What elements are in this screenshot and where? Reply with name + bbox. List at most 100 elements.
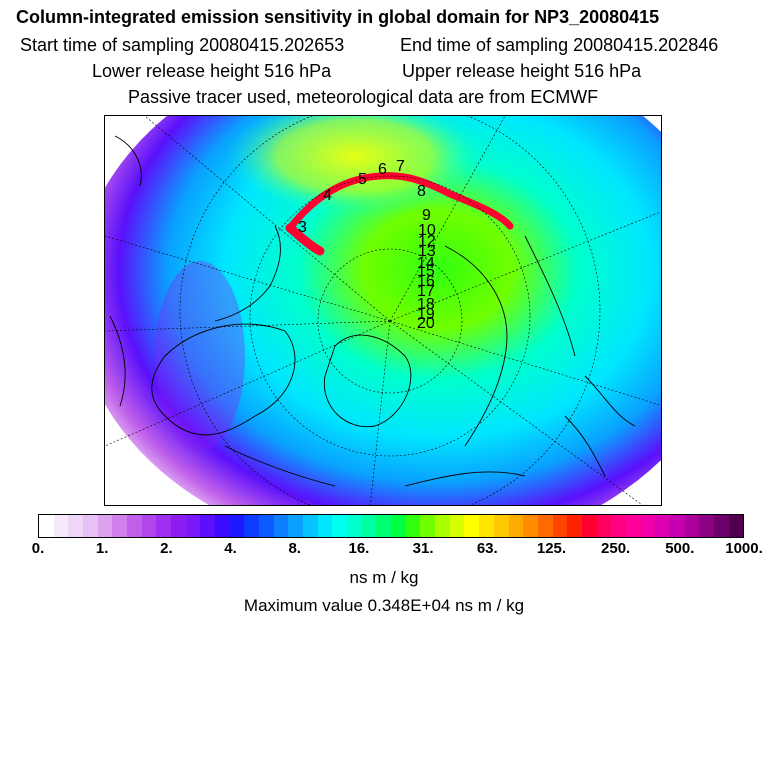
colorbar-segment xyxy=(449,515,465,537)
colorbar-segment xyxy=(713,515,729,537)
colorbar-tick-label: 0. xyxy=(31,540,45,557)
colorbar-segment xyxy=(625,515,641,537)
colorbar-segment xyxy=(229,515,245,537)
colorbar-segment xyxy=(171,515,186,537)
colorbar-segment xyxy=(303,515,318,537)
colorbar-tick-label: 1000. xyxy=(725,540,763,557)
pacific-coast xyxy=(214,225,281,322)
sampling-times: Start time of sampling 20080415.202653 E… xyxy=(20,34,768,56)
colorbar-segment xyxy=(141,515,157,537)
track-label: 3 xyxy=(298,219,307,236)
colorbar-tick-label: 8. xyxy=(288,540,301,557)
colorbar-segment xyxy=(376,515,392,537)
track-label: 9 xyxy=(422,207,431,224)
colorbar-segment xyxy=(288,515,304,537)
colorbar-segment xyxy=(640,515,656,537)
graticule xyxy=(105,116,661,505)
eurasia-coast xyxy=(444,235,576,447)
colorbar-segment xyxy=(127,515,142,537)
colorbar-units: ns m / kg xyxy=(349,568,419,587)
flight-track xyxy=(286,172,514,232)
colorbar-segment xyxy=(391,515,406,537)
meridian xyxy=(105,235,391,322)
colorbar-segment xyxy=(493,515,509,537)
colorbar-tick-label: 16. xyxy=(348,540,370,557)
meridian xyxy=(369,320,391,505)
colorbar-segment xyxy=(611,515,626,537)
meridian xyxy=(389,116,506,322)
track-label: 13 xyxy=(418,243,436,260)
coastlines xyxy=(109,135,636,487)
track-label: 18 xyxy=(417,296,435,313)
colorbar-segment xyxy=(405,515,421,537)
colorbar-segment xyxy=(581,515,597,537)
start-time: Start time of sampling 20080415.202653 xyxy=(20,35,345,55)
track-labels: 3 4 5 6 7 8 9 10 12 13 14 15 16 17 18 19… xyxy=(298,158,436,332)
colorbar-segment xyxy=(523,515,538,537)
colorbar-segment xyxy=(39,515,54,537)
colorbar-segment xyxy=(97,515,113,537)
upper-release-height: Upper release height 516 hPa xyxy=(402,61,642,81)
plot-title: Column-integrated emission sensitivity i… xyxy=(16,7,660,27)
maximum-value: Maximum value 0.348E+04 ns m / kg xyxy=(243,596,525,615)
end-time: End time of sampling 20080415.202846 xyxy=(400,35,719,55)
colorbar-tick-label: 4. xyxy=(224,540,237,557)
colorbar-segment xyxy=(567,515,582,537)
tracer-note: Passive tracer used, meteorological data… xyxy=(128,87,599,107)
meridian xyxy=(105,320,391,332)
colorbar-segment xyxy=(655,515,670,537)
latitude-circle-outer xyxy=(179,116,601,505)
colorbar-segment xyxy=(420,515,436,537)
colorbar-tick-label: 1. xyxy=(95,540,109,557)
colorbar-segment xyxy=(552,515,568,537)
track-label: 16 xyxy=(417,273,435,290)
colorbar-tick-label: 63. xyxy=(476,540,498,557)
colorbar-segment xyxy=(112,515,128,537)
track-label: 15 xyxy=(417,263,435,280)
colorbar-segment xyxy=(68,515,84,537)
latitude-circle-middle xyxy=(249,175,531,457)
colorbar-segment xyxy=(435,515,450,537)
colorbar-segment xyxy=(53,515,69,537)
track-label: 19 xyxy=(417,306,435,323)
colorbar-segment xyxy=(537,515,553,537)
track-label: 10 xyxy=(418,222,436,239)
southern-coast xyxy=(224,445,526,487)
colorbar-segment xyxy=(259,515,274,537)
colorbar-segment xyxy=(332,515,348,537)
northwest-coast xyxy=(109,135,142,407)
track-label: 7 xyxy=(396,158,405,175)
sensitivity-field-west-purple xyxy=(155,261,245,451)
colorbar-segment xyxy=(156,515,172,537)
colorbar-segment xyxy=(464,515,480,537)
colorbar-segment xyxy=(347,515,362,537)
east-coast xyxy=(564,375,636,477)
colorbar-segment xyxy=(596,515,612,537)
colorbar-tick-label: 2. xyxy=(160,540,173,557)
colorbar-tick-label: 31. xyxy=(412,540,434,557)
colorbar-segment xyxy=(83,515,98,537)
colorbar-segment xyxy=(200,515,216,537)
track-label: 6 xyxy=(378,161,387,178)
latitude-circle-inner xyxy=(317,248,463,394)
lower-release-height: Lower release height 516 hPa xyxy=(92,61,332,81)
track-label: 20 xyxy=(417,315,435,332)
colorbar-segment xyxy=(215,515,230,537)
colorbar-tick-label: 125. xyxy=(536,540,567,557)
flight-track-highlight xyxy=(285,223,325,256)
meridian xyxy=(389,320,643,505)
track-label: 8 xyxy=(417,183,426,200)
colorbar-segment xyxy=(317,515,333,537)
colorbar-segment xyxy=(728,515,744,537)
sensitivity-plume-north xyxy=(225,116,485,216)
colorbar xyxy=(38,514,744,538)
track-label: 5 xyxy=(358,171,367,188)
sensitivity-map: 3 4 5 6 7 8 9 10 12 13 14 15 16 17 18 19… xyxy=(104,115,662,506)
colorbar-tick-label: 500. xyxy=(665,540,695,557)
release-heights: Lower release height 516 hPa Upper relea… xyxy=(92,60,768,82)
meridian xyxy=(389,211,661,322)
colorbar-segment xyxy=(273,515,289,537)
track-label: 14 xyxy=(417,255,435,272)
colorbar-tick-label: 250. xyxy=(601,540,631,557)
track-label: 12 xyxy=(418,233,436,250)
